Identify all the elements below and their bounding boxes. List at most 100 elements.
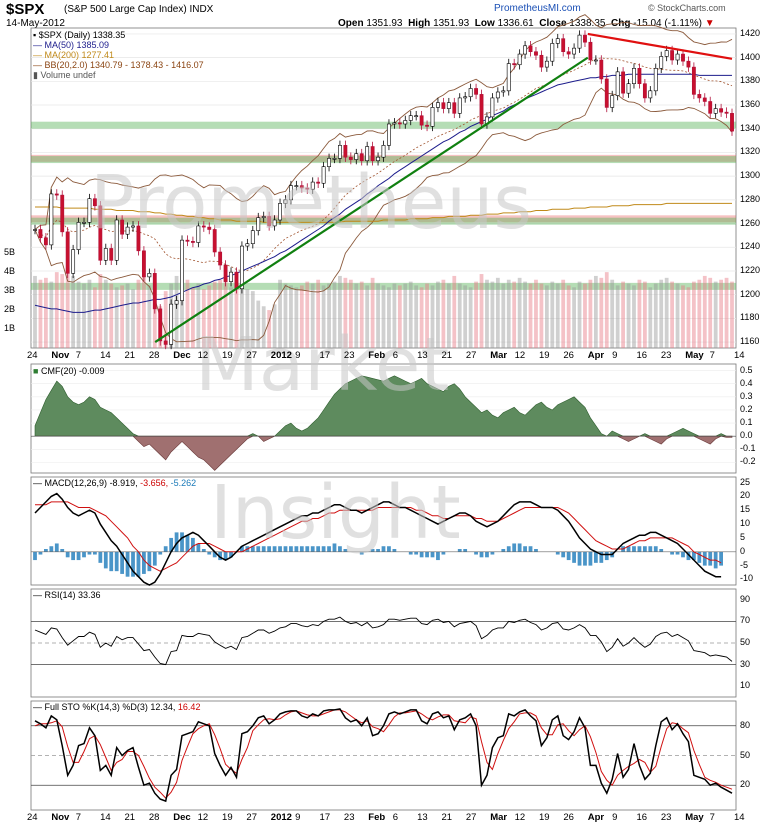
panel-frame-cmf bbox=[30, 363, 737, 474]
candle-up bbox=[125, 226, 130, 235]
macd-histogram-bar bbox=[180, 532, 184, 552]
macd-histogram-bar bbox=[169, 537, 174, 552]
macd-histogram-bar bbox=[223, 551, 228, 561]
macd-histogram-bar bbox=[387, 546, 391, 552]
candle-down bbox=[539, 54, 544, 68]
volume-bar bbox=[93, 287, 97, 348]
candle-down bbox=[359, 153, 364, 162]
volume-bar bbox=[359, 281, 364, 348]
candle-down bbox=[223, 264, 228, 282]
cmf-tick-label: -0.2 bbox=[740, 456, 756, 467]
macd-histogram-bar bbox=[250, 546, 255, 552]
x-tick-label: 14 bbox=[100, 812, 111, 823]
macd-histogram-bar bbox=[653, 546, 658, 552]
macd-histogram-bar bbox=[38, 551, 43, 555]
candle-up bbox=[256, 217, 261, 231]
macd-legend: — MACD(12,26,9) -8.919, -3.656, -5.262 bbox=[33, 478, 197, 488]
macd-histogram-bar bbox=[474, 551, 478, 555]
candle-down bbox=[474, 88, 478, 95]
volume-bar bbox=[114, 287, 119, 348]
x-tick-label: 7 bbox=[75, 812, 82, 823]
macd-histogram-bar bbox=[593, 551, 598, 563]
macd-histogram-bar bbox=[528, 546, 533, 552]
volume-bar bbox=[468, 287, 473, 348]
macd-histogram-bar bbox=[572, 551, 576, 563]
volume-bar bbox=[615, 285, 620, 348]
volume-bar bbox=[98, 274, 103, 348]
candle-down bbox=[109, 248, 114, 261]
candle-down bbox=[343, 145, 348, 158]
x-tick-label: 7 bbox=[75, 350, 82, 361]
volume-bar bbox=[294, 287, 299, 348]
support-band bbox=[31, 217, 736, 225]
x-tick-label: 16 bbox=[636, 812, 648, 823]
symbol-title: $SPX bbox=[6, 1, 45, 18]
macd-histogram-bar bbox=[463, 549, 468, 552]
volume-bar bbox=[599, 277, 604, 348]
candle-up bbox=[664, 50, 669, 57]
x-tick-label: 12 bbox=[197, 812, 209, 823]
price-legend-entry: ▪ $SPX (Daily) 1338.35 bbox=[33, 30, 126, 40]
price-tick-label: 1160 bbox=[740, 336, 760, 347]
candle-up bbox=[49, 193, 54, 246]
volume-bar bbox=[125, 283, 130, 348]
x-tick-label: 7 bbox=[709, 350, 715, 361]
macd-histogram-bar bbox=[566, 551, 571, 561]
volume-bar bbox=[321, 285, 326, 348]
candle-up bbox=[250, 230, 255, 245]
candle-up bbox=[403, 120, 408, 125]
watermark-line-1: Prometheus bbox=[90, 160, 532, 246]
x-tick-label: 13 bbox=[417, 812, 428, 823]
candle-down bbox=[588, 41, 593, 61]
candle-up bbox=[310, 181, 315, 190]
volume-bar bbox=[436, 281, 440, 348]
macd-histogram-bar bbox=[93, 551, 97, 555]
candle-down bbox=[348, 156, 353, 160]
candle-down bbox=[479, 94, 484, 125]
candle-up bbox=[632, 67, 636, 85]
candle-up bbox=[615, 71, 620, 96]
candle-down bbox=[566, 51, 571, 55]
macd-histogram-bar bbox=[327, 546, 331, 552]
candle-up bbox=[577, 34, 582, 49]
macd-tick-label: -10 bbox=[740, 573, 754, 584]
volume-bar bbox=[713, 281, 718, 348]
candle-down bbox=[724, 111, 729, 114]
price-legend-entry: — BB(20,2.0) 1340.79 - 1378.43 - 1416.07 bbox=[33, 60, 204, 70]
macd-histogram-bar bbox=[523, 546, 527, 552]
macd-histogram-bar bbox=[278, 546, 282, 552]
x-tick-label: 24 bbox=[27, 350, 38, 361]
site-link[interactable]: PrometheusMI.com bbox=[494, 3, 581, 14]
x-tick-label: 19 bbox=[538, 350, 550, 361]
candle-down bbox=[158, 308, 163, 342]
price-tick-label: 1220 bbox=[740, 264, 761, 275]
candle-up bbox=[261, 216, 266, 218]
candle-up bbox=[610, 95, 615, 108]
candle-down bbox=[212, 229, 217, 253]
bollinger-upper-line bbox=[34, 14, 733, 230]
volume-bar bbox=[54, 272, 59, 348]
rsi-tick-label: 50 bbox=[740, 637, 751, 647]
macd-histogram-bar bbox=[218, 551, 223, 561]
macd-histogram-bar bbox=[642, 546, 647, 552]
volume-bar bbox=[642, 281, 647, 348]
candle-up bbox=[103, 248, 108, 261]
volume-bar bbox=[229, 287, 233, 348]
candle-down bbox=[316, 181, 321, 184]
macd-histogram-bar bbox=[702, 551, 707, 566]
candle-up bbox=[196, 225, 201, 243]
macd-line bbox=[34, 492, 722, 586]
volume-bar bbox=[278, 279, 282, 348]
x-tick-label: 21 bbox=[124, 812, 136, 823]
candle-up bbox=[174, 300, 179, 305]
source-credit[interactable]: © StockCharts.com bbox=[648, 3, 726, 13]
macd-histogram-bar bbox=[120, 551, 125, 574]
candle-down bbox=[141, 250, 146, 278]
macd-histogram-bar bbox=[201, 549, 206, 552]
candle-up bbox=[169, 303, 174, 345]
macd-histogram-bar bbox=[174, 532, 179, 552]
macd-histogram-bar bbox=[196, 543, 201, 552]
candle-down bbox=[38, 229, 43, 239]
candle-down bbox=[190, 241, 195, 243]
macd-histogram-bar bbox=[512, 543, 517, 552]
